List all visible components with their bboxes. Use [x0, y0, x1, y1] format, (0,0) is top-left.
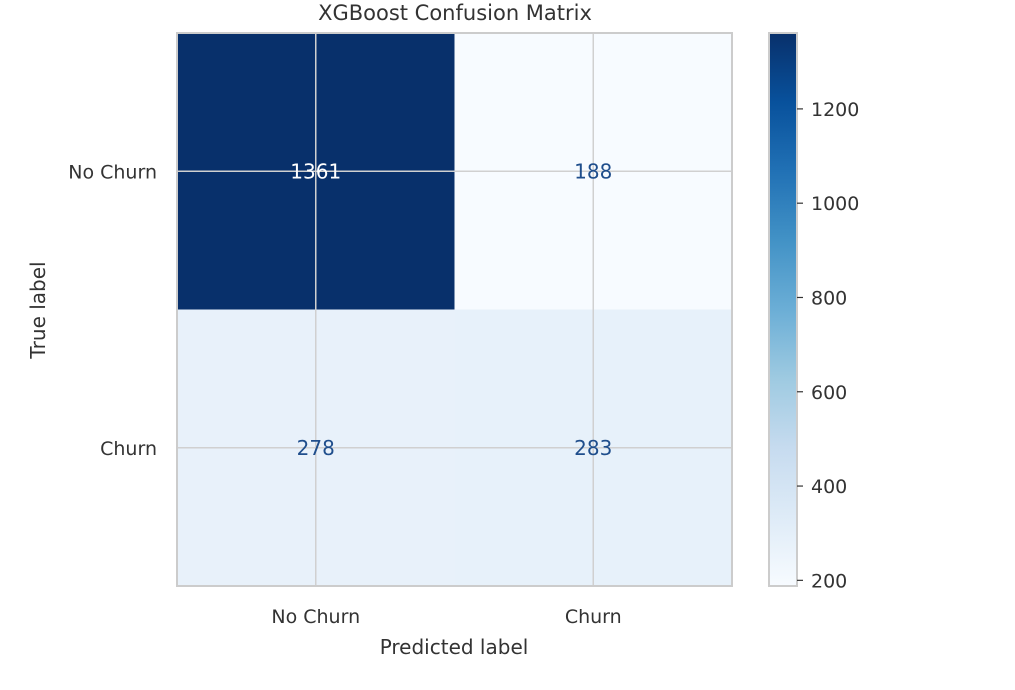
x-axis-ticks: No Churn Churn [271, 606, 621, 628]
cell-value-label: 1361 [290, 159, 341, 183]
colorbar-ticks: 200 400 600 800 1000 1200 [797, 99, 859, 592]
heatmap-cells [177, 33, 732, 586]
x-tick-label: No Churn [271, 606, 360, 628]
y-axis-label: True label [26, 261, 50, 359]
y-tick-label: Churn [100, 438, 157, 460]
plot-frame [176, 32, 733, 587]
grid-lines [177, 33, 732, 586]
cell-value-label: 188 [574, 159, 612, 183]
y-axis-ticks: No Churn Churn [68, 161, 157, 460]
cell-value-label: 283 [574, 436, 612, 460]
colorbar-tick-label: 200 [811, 570, 847, 592]
colorbar-tick-label: 400 [811, 476, 847, 498]
cell-value-labels: 1361 188 278 283 [290, 159, 612, 460]
x-tick-label: Churn [565, 606, 622, 628]
colorbar-tick-label: 600 [811, 382, 847, 404]
colorbar [768, 32, 798, 587]
colorbar-tick-label: 800 [811, 287, 847, 309]
colorbar-tick-label: 1000 [811, 193, 859, 215]
chart-title: XGBoost Confusion Matrix [318, 1, 592, 25]
cell-value-label: 278 [297, 436, 335, 460]
colorbar-tick-label: 1200 [811, 99, 859, 121]
x-axis-label: Predicted label [380, 635, 529, 659]
y-tick-label: No Churn [68, 161, 157, 183]
